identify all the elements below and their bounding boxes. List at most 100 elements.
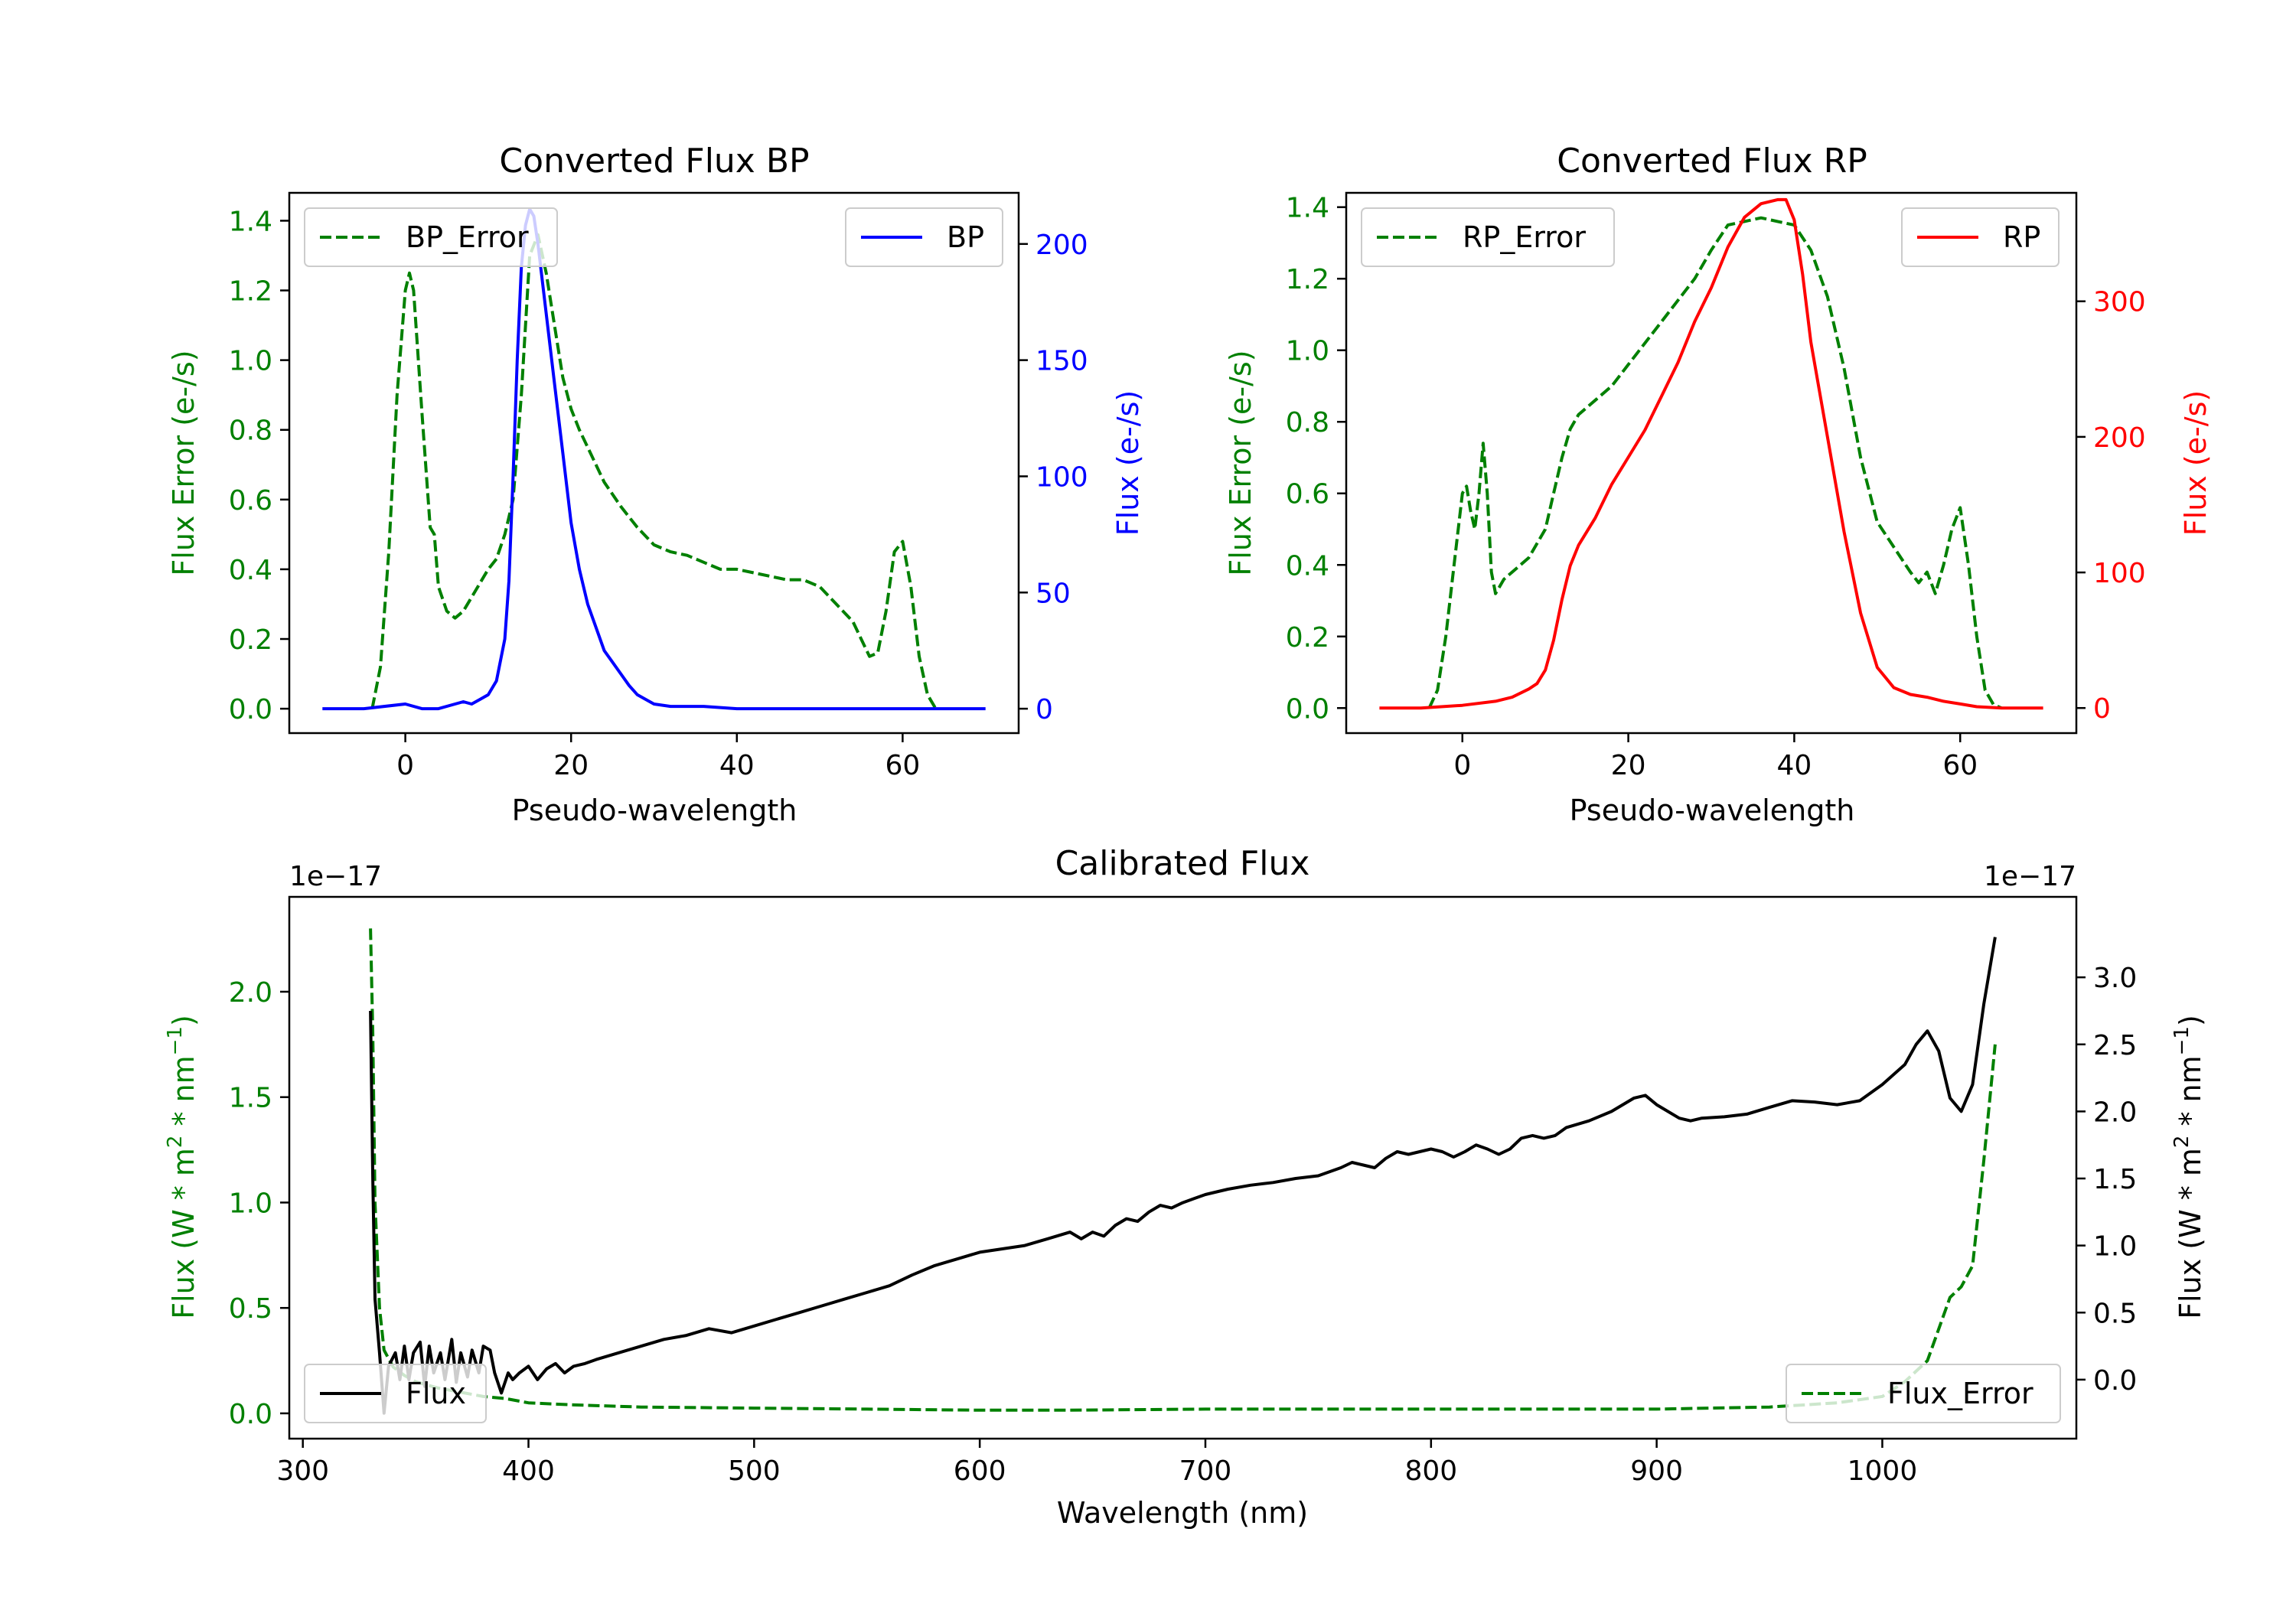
bp-legend-error-label: BP_Error [406,220,529,254]
bp-ytick-left-label: 0.6 [229,485,272,517]
rp-ytick-left-label: 0.2 [1286,622,1329,654]
rp-ytick-right-label: 200 [2093,422,2146,454]
calibrated-legend-error-label: Flux_Error [1887,1377,2033,1410]
rp-ytick-right-label: 100 [2093,558,2146,589]
rp-ylabel-right: Flux (e-/s) [2179,390,2213,536]
rp-legend-error-label: RP_Error [1463,220,1586,254]
bp-xtick-label: 60 [885,750,920,781]
bp-legend-error-box [304,207,558,267]
rp-ytick-left-label: 0.4 [1286,550,1329,582]
calibrated-xtick-label: 500 [728,1455,781,1487]
rp-ytick-right-label: 0 [2093,693,2111,725]
bp-ytick-left-label: 1.2 [229,276,272,308]
calibrated-offset-left: 1e−17 [289,861,382,892]
calibrated-legend-flux-label: Flux [406,1377,466,1410]
rp-xtick-label: 20 [1611,750,1646,781]
bp-ytick-right-label: 200 [1035,230,1088,261]
calibrated-ytick-left-label: 1.0 [229,1188,272,1219]
rp-panel: Converted Flux RP 0 20 40 60 0.0 0.2 0.4 0.6 0.8… [1224,142,2213,827]
calibrated-xtick-label: 800 [1404,1455,1457,1487]
calibrated-offset-right: 1e−17 [1984,861,2076,892]
calibrated-ylabel-right-supneg: −1 [2170,1026,2193,1055]
rp-ytick-left-label: 1.0 [1286,336,1329,367]
bp-ticks: 0 20 40 60 0.0 0.2 0.4 0.6 0.8 1.0 1.2 1.4 0 50 100 150… [229,206,1088,781]
bp-panel: Converted Flux BP 0 20 40 60 0.0 0.2 0.4 0.6 0.8… [167,142,1145,827]
calibrated-axes-frame [288,895,2078,1440]
bp-series-bp [322,207,986,711]
rp-ylabel-left: Flux Error (e-/s) [1224,350,1257,575]
calibrated-ytick-right-label: 0.0 [2093,1365,2137,1397]
rp-ytick-left-label: 0.0 [1286,693,1329,725]
calibrated-ylabel-left-base: Flux (W * m [167,1148,201,1319]
calibrated-xlabel: Wavelength (nm) [1057,1496,1308,1530]
bp-ytick-right-label: 100 [1035,461,1088,493]
calibrated-series-flux-error [369,928,1997,1412]
rp-xtick-label: 0 [1453,750,1471,781]
rp-ticks: 0 20 40 60 0.0 0.2 0.4 0.6 0.8 1.0 1.2 1.4 0 100 200 30… [1286,193,2146,781]
rp-ytick-left-label: 1.4 [1286,193,1329,224]
calibrated-xtick-label: 900 [1630,1455,1683,1487]
bp-ytick-right-label: 0 [1035,694,1053,725]
calibrated-ytick-left-label: 1.5 [229,1083,272,1114]
calibrated-ylabel-right-mid: * nm [2174,1055,2207,1135]
rp-axes-frame [1345,191,2078,735]
bp-axes-frame [288,191,1020,735]
bp-ylabel-left: Flux Error (e-/s) [167,350,201,575]
rp-legend-error: RP_Error [1361,207,1615,267]
rp-plot-area [1379,197,2043,710]
bp-ytick-left-label: 1.4 [229,206,272,237]
calibrated-ytick-right-label: 2.5 [2093,1030,2137,1061]
calibrated-ytick-right-label: 2.0 [2093,1097,2137,1128]
rp-legend-flux-label: RP [2003,220,2040,254]
calibrated-ylabel-left-sup2: 2 [164,1136,187,1149]
calibrated-ticks: 300 400 500 600 700 800 900 1000 0.0 0.5 1.0 1.5 2.0… [229,963,2138,1487]
rp-ytick-left-label: 0.6 [1286,479,1329,510]
calibrated-legend-flux: Flux [304,1364,487,1423]
rp-xlabel: Pseudo-wavelength [1570,794,1855,827]
rp-ytick-left-label: 1.2 [1286,264,1329,295]
calibrated-ytick-left-label: 2.0 [229,977,272,1009]
rp-legend-error-box [1361,207,1615,267]
calibrated-xtick-label: 1000 [1848,1455,1918,1487]
calibrated-xtick-label: 400 [502,1455,555,1487]
bp-legend-flux-label: BP [947,220,984,254]
calibrated-ylabel-left-end: ) [167,1015,201,1026]
calibrated-ylabel-left: Flux (W * m2 * nm−1) [164,1015,201,1319]
bp-xlabel: Pseudo-wavelength [512,794,797,827]
calibrated-ytick-right-label: 3.0 [2093,963,2137,994]
calibrated-panel: Calibrated Flux 1e−17 1e−17 300 400 500 600… [164,844,2207,1530]
calibrated-ylabel-right: Flux (W * m2 * nm−1) [2170,1015,2207,1319]
calibrated-xtick-label: 600 [954,1455,1006,1487]
calibrated-ytick-right-label: 1.5 [2093,1164,2137,1195]
rp-xtick-label: 40 [1777,750,1812,781]
bp-ytick-right-label: 150 [1035,346,1088,377]
bp-legend-flux: BP [845,207,1003,267]
calibrated-ylabel-left-mid: * nm [167,1055,201,1135]
bp-title: Converted Flux BP [499,142,809,181]
calibrated-xtick-label: 700 [1179,1455,1232,1487]
bp-ytick-left-label: 0.2 [229,624,272,656]
calibrated-ylabel-right-base: Flux (W * m [2174,1148,2207,1319]
bp-xtick-label: 40 [719,750,755,781]
bp-ylabel-right: Flux (e-/s) [1111,390,1145,536]
rp-series-rp-error [1427,216,2003,710]
calibrated-ylabel-right-sup2: 2 [2170,1136,2193,1149]
calibrated-xtick-label: 300 [276,1455,329,1487]
bp-legend-flux-box [845,207,1003,267]
bp-ytick-left-label: 0.4 [229,555,272,586]
rp-legend-flux: RP [1901,207,2060,267]
bp-ytick-left-label: 1.0 [229,346,272,377]
bp-xtick-label: 0 [396,750,414,781]
rp-series-rp [1379,197,2043,710]
calibrated-ytick-left-label: 0.5 [229,1293,272,1325]
calibrated-ylabel-right-end: ) [2174,1015,2207,1026]
calibrated-ytick-right-label: 1.0 [2093,1231,2137,1263]
calibrated-ytick-right-label: 0.5 [2093,1298,2137,1329]
bp-plot-area [322,207,986,711]
rp-ytick-right-label: 300 [2093,287,2146,318]
calibrated-ytick-left-label: 0.0 [229,1399,272,1430]
calibrated-legend-error: Flux_Error [1786,1364,2061,1423]
calibrated-legend-flux-box [304,1364,487,1423]
rp-xtick-label: 60 [1942,750,1978,781]
